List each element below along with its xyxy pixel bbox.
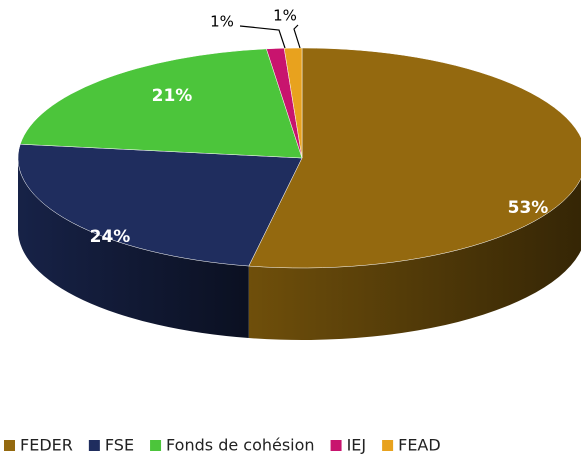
value-label: 1% xyxy=(210,13,234,31)
legend-label: FEDER xyxy=(20,436,73,455)
value-label: 24% xyxy=(90,227,131,247)
slice xyxy=(19,48,303,159)
leader-line xyxy=(239,25,286,49)
legend-swatch xyxy=(330,440,342,451)
slice-side xyxy=(248,178,581,340)
leader-line xyxy=(293,24,301,49)
value-label: 1% xyxy=(273,7,297,25)
slice-side xyxy=(18,158,249,339)
legend-swatch xyxy=(150,440,162,451)
legend-swatch xyxy=(88,440,100,451)
slice xyxy=(17,143,303,267)
value-label: 21% xyxy=(152,86,193,106)
legend-label: Fonds de cohésion xyxy=(166,436,315,455)
legend: FEDER FSE Fonds de cohésion IEJ FEAD xyxy=(4,436,441,455)
legend-label: IEJ xyxy=(347,436,367,455)
value-label: 53% xyxy=(508,198,549,218)
legend-label: FSE xyxy=(105,436,134,455)
slice xyxy=(248,47,581,269)
labels: 53% 24% 21% 1% 1% xyxy=(90,7,549,248)
slice xyxy=(283,47,303,159)
pie xyxy=(17,47,581,340)
legend-swatch xyxy=(382,440,394,451)
legend-label: FEAD xyxy=(398,436,441,455)
legend-swatch xyxy=(4,440,15,451)
